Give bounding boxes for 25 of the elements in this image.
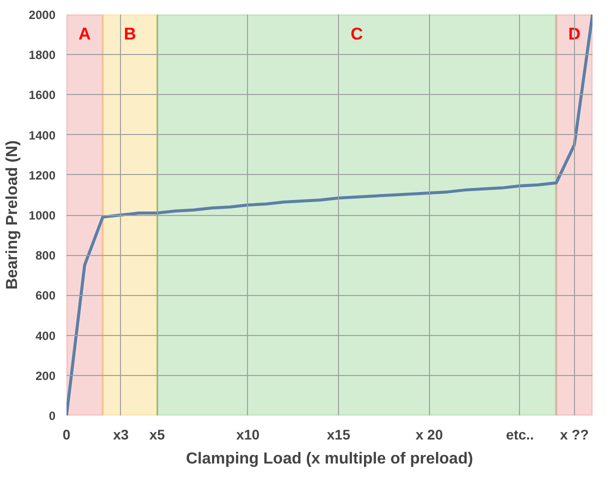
y-tick-label: 0 (48, 409, 56, 423)
x-tick-label: x5 (149, 426, 166, 442)
y-tick-label: 1200 (28, 168, 56, 182)
y-tick-label: 1600 (28, 88, 56, 102)
x-tick-label: x10 (236, 426, 260, 442)
y-tick-label: 2000 (28, 8, 56, 22)
x-tick-label: etc.. (506, 426, 534, 442)
x-tick-label: 0 (62, 426, 71, 442)
line-series (66, 14, 592, 416)
annotation: A (78, 24, 91, 44)
x-tick-label: x15 (326, 426, 350, 442)
y-tick-label: 400 (35, 328, 56, 343)
y-tick-label: 600 (35, 288, 56, 303)
y-tick-label: 800 (35, 248, 56, 263)
annotation: B (124, 24, 136, 44)
y-tick-label: 1800 (28, 48, 56, 62)
x-axis-title: Clamping Load (x multiple of preload) (186, 450, 474, 468)
y-tick-label: 200 (35, 368, 56, 383)
x-tick-label: x 20 (416, 426, 444, 442)
y-axis-title: Bearing Preload (N) (4, 140, 21, 290)
y-tick-label: 1400 (28, 128, 56, 142)
y-tick-label: 1000 (28, 208, 56, 222)
x-tick-label: x3 (113, 426, 129, 442)
annotation: C (350, 24, 363, 44)
x-tick-label: x ?? (560, 426, 589, 442)
